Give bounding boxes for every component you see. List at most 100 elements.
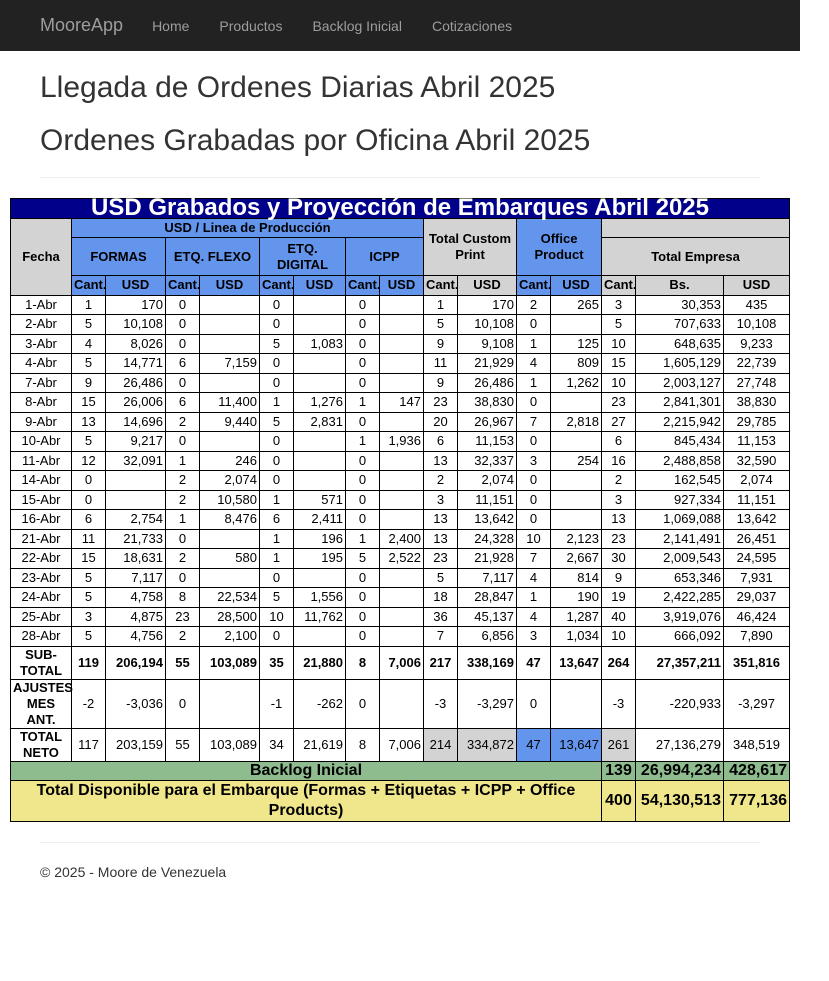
value-cell: 6	[423, 431, 458, 452]
subheader-cell: Cant.	[259, 275, 295, 296]
value-cell: 1	[165, 509, 200, 530]
value-cell: 21,928	[457, 548, 517, 569]
value-cell: 7,117	[457, 567, 517, 588]
value-cell: 0	[516, 470, 551, 491]
value-cell: 2,841,301	[635, 392, 724, 413]
disponible-cant: 400	[601, 780, 636, 822]
subheader-cell: USD	[379, 275, 424, 296]
value-cell: 2,123	[550, 528, 602, 549]
table-row: 10-Abr 5 9,217 0 0 1 1,936 6 11,153 0 6 845,434 11,1…	[10, 431, 790, 452]
value-cell: 5	[71, 314, 106, 335]
value-cell: 9,217	[105, 431, 166, 452]
value-cell: 648,635	[635, 333, 724, 354]
table-row: 24-Abr 5 4,758 8 22,534 5 1,556 0 18 28,847 1 190 19…	[10, 587, 790, 608]
value-cell: 1	[516, 333, 551, 354]
brand-link[interactable]: MooreApp	[40, 15, 124, 35]
value-cell: 2	[165, 626, 200, 647]
date-cell: 11-Abr	[10, 450, 72, 471]
value-cell: 196	[293, 528, 346, 549]
value-cell: 13	[601, 509, 636, 530]
value-cell: 2,818	[550, 411, 602, 432]
table-row: 3-Abr 4 8,026 0 5 1,083 0 9 9,108 1 125 10 648,635 9,…	[10, 333, 790, 354]
subtotal-row: SUB-TOTAL 119 206,194 55 103,089 35 21,880 8 7,0…	[10, 645, 790, 680]
value-cell: 2	[516, 294, 551, 315]
date-cell: 21-Abr	[10, 528, 72, 549]
value-cell: 2,215,942	[635, 411, 724, 432]
value-cell: 1,287	[550, 606, 602, 627]
nav-link-cotizaciones[interactable]: Cotizaciones	[431, 17, 513, 34]
value-cell: 13,642	[723, 509, 790, 530]
subtotal-cell: 7,006	[379, 645, 424, 680]
subheader-row: Cant. USD Cant. USD Cant. USD Cant. USD Cant. USD…	[11, 275, 790, 296]
table-title-row: USD Grabados y Proyección de Embarques A…	[10, 196, 790, 219]
value-cell: 1,605,129	[635, 353, 724, 374]
footer-container: © 2025 - Moore de Venezuela	[0, 842, 829, 880]
value-cell: 5	[259, 411, 294, 432]
value-cell: 9	[601, 567, 636, 588]
value-cell	[293, 470, 346, 491]
value-cell: 27	[601, 411, 636, 432]
ajustes-cell: 0	[165, 678, 200, 729]
value-cell: 10,108	[723, 314, 790, 335]
value-cell: 0	[516, 509, 551, 530]
disponible-bs: 54,130,513	[635, 780, 724, 822]
value-cell: 32,091	[105, 450, 166, 471]
value-cell: 18	[423, 587, 458, 608]
value-cell: 0	[345, 411, 380, 432]
report-table: USD Grabados y Proyección de Embarques A…	[10, 196, 790, 822]
value-cell: 0	[165, 333, 200, 354]
subheader-cell: Cant.	[71, 275, 107, 296]
ajustes-cell: -3,036	[105, 678, 166, 729]
value-cell: 9	[423, 372, 458, 393]
subheader-cell: USD	[457, 275, 517, 296]
value-cell: 0	[165, 567, 200, 588]
ajustes-cell: -220,933	[635, 678, 724, 729]
fecha-header: Fecha	[10, 217, 72, 296]
value-cell: 0	[259, 450, 294, 471]
footer-text: © 2025 - Moore de Venezuela	[40, 864, 227, 880]
value-cell: 0	[71, 489, 106, 510]
value-cell: 7	[516, 548, 551, 569]
value-cell: 3	[516, 626, 551, 647]
value-cell: 0	[259, 294, 294, 315]
value-cell	[199, 314, 260, 335]
value-cell	[379, 314, 424, 335]
value-cell: 10	[516, 528, 551, 549]
value-cell: 0	[516, 489, 551, 510]
value-cell: 6,856	[457, 626, 517, 647]
value-cell: 26,006	[105, 392, 166, 413]
value-cell	[379, 294, 424, 315]
disponible-label: Total Disponible para el Embarque (Forma…	[10, 780, 602, 822]
value-cell: 0	[345, 450, 380, 471]
value-cell	[379, 606, 424, 627]
value-cell: 7,159	[199, 353, 260, 374]
value-cell: 0	[345, 314, 380, 335]
nav-link-productos[interactable]: Productos	[219, 17, 283, 34]
value-cell: 170	[105, 294, 166, 315]
group-header-etq-digital: ETQ. DIGITAL	[259, 237, 346, 276]
table-row: 4-Abr 5 14,771 6 7,159 0 0 11 21,929 4 809 15 1,605,…	[10, 353, 790, 374]
value-cell: 38,830	[457, 392, 517, 413]
value-cell: 2,831	[293, 411, 346, 432]
value-cell: 23	[423, 392, 458, 413]
value-cell: 24,328	[457, 528, 517, 549]
ajustes-cell	[199, 678, 260, 729]
value-cell: 125	[550, 333, 602, 354]
value-cell: 0	[345, 587, 380, 608]
value-cell: 3	[601, 489, 636, 510]
subtotal-cell: 8	[345, 645, 380, 680]
value-cell: 10	[601, 333, 636, 354]
date-cell: 14-Abr	[10, 470, 72, 491]
total_neto-cell: 7,006	[379, 727, 424, 762]
nav-link-backlog[interactable]: Backlog Inicial	[312, 17, 402, 34]
value-cell: 265	[550, 294, 602, 315]
value-cell	[379, 353, 424, 374]
nav-link-home[interactable]: Home	[152, 17, 190, 34]
ajustes-cell: -2	[71, 678, 106, 729]
backlog-label: Backlog Inicial	[10, 760, 602, 781]
value-cell	[550, 392, 602, 413]
value-cell: 1	[345, 392, 380, 413]
value-cell: 5	[71, 626, 106, 647]
value-cell: 4,756	[105, 626, 166, 647]
value-cell: 2,100	[199, 626, 260, 647]
